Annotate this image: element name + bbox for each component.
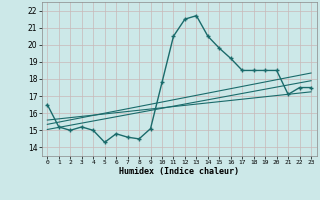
X-axis label: Humidex (Indice chaleur): Humidex (Indice chaleur)	[119, 167, 239, 176]
